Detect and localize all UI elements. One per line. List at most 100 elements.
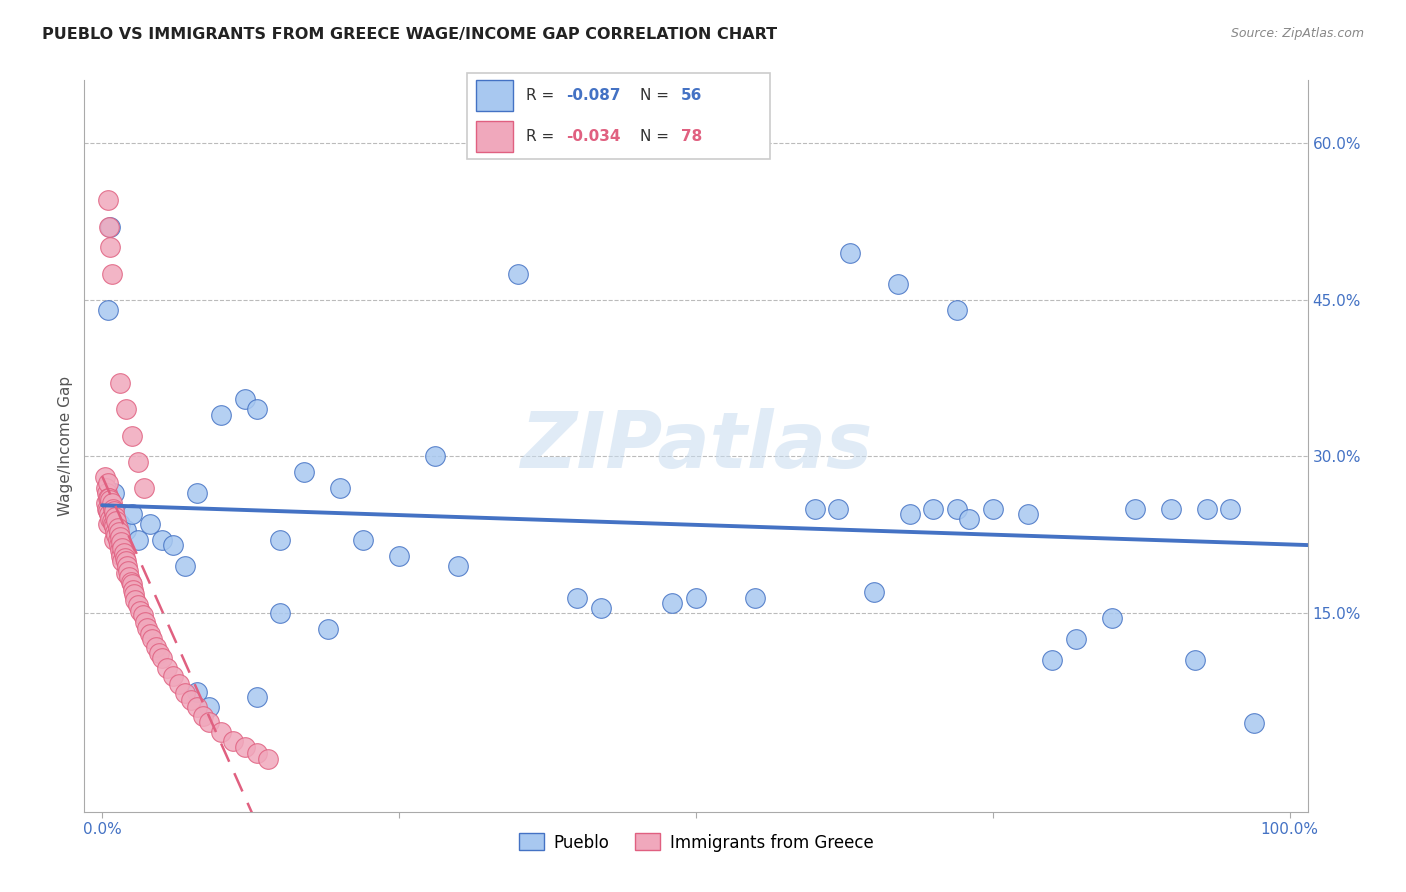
Point xyxy=(198,714,221,729)
Point xyxy=(898,507,921,521)
Point xyxy=(121,577,143,591)
Point xyxy=(1125,501,1147,516)
Point xyxy=(148,646,170,660)
Point xyxy=(186,700,208,714)
Text: R =: R = xyxy=(526,129,560,144)
Legend: Pueblo, Immigrants from Greece: Pueblo, Immigrants from Greece xyxy=(512,827,880,858)
Point xyxy=(352,533,374,547)
Point xyxy=(863,585,886,599)
Text: -0.034: -0.034 xyxy=(567,129,620,144)
Point xyxy=(97,517,120,532)
Point xyxy=(292,465,315,479)
Point xyxy=(827,501,849,516)
Point xyxy=(105,514,128,528)
Point xyxy=(145,640,167,654)
Point xyxy=(1160,501,1182,516)
Point xyxy=(1040,653,1063,667)
Point xyxy=(922,501,945,516)
Point xyxy=(124,592,146,607)
Point xyxy=(127,533,149,547)
Point xyxy=(115,523,138,537)
Point xyxy=(103,533,125,547)
Point xyxy=(186,684,208,698)
Point xyxy=(839,245,862,260)
Point xyxy=(97,475,120,490)
Point xyxy=(506,267,529,281)
Point xyxy=(108,543,131,558)
Point xyxy=(120,574,142,589)
Point xyxy=(191,708,214,723)
Point xyxy=(162,538,184,552)
Point xyxy=(138,517,160,532)
Point xyxy=(946,501,969,516)
Point xyxy=(100,219,122,234)
Point xyxy=(96,486,118,500)
Point xyxy=(150,533,173,547)
Point xyxy=(269,533,291,547)
Point xyxy=(174,685,197,699)
Text: N =: N = xyxy=(640,129,673,144)
Point xyxy=(744,591,766,605)
Point xyxy=(100,514,122,528)
Point xyxy=(233,739,256,754)
Point xyxy=(661,596,683,610)
Text: -0.087: -0.087 xyxy=(567,88,620,103)
Point xyxy=(269,606,291,620)
Point xyxy=(186,486,208,500)
Point xyxy=(115,566,138,581)
Point xyxy=(96,501,118,516)
Point xyxy=(136,621,159,635)
Point xyxy=(107,520,129,534)
Point xyxy=(104,524,127,539)
Point xyxy=(101,501,124,516)
Point xyxy=(100,493,122,508)
Point xyxy=(1101,611,1123,625)
Point xyxy=(117,565,139,579)
Point xyxy=(685,591,707,605)
Point xyxy=(110,549,132,563)
Point xyxy=(104,510,127,524)
Point xyxy=(329,481,352,495)
Point xyxy=(957,512,980,526)
Point xyxy=(138,627,160,641)
Point xyxy=(94,481,117,495)
Point xyxy=(111,554,134,568)
Point xyxy=(103,512,125,526)
Y-axis label: Wage/Income Gap: Wage/Income Gap xyxy=(58,376,73,516)
Point xyxy=(209,725,232,739)
Point xyxy=(316,622,339,636)
Point xyxy=(108,517,131,532)
Text: R =: R = xyxy=(526,88,560,103)
Text: 78: 78 xyxy=(681,129,702,144)
Point xyxy=(245,746,267,760)
Point xyxy=(115,402,138,417)
Point xyxy=(156,660,179,674)
Text: ZIPatlas: ZIPatlas xyxy=(520,408,872,484)
Point xyxy=(1184,653,1206,667)
Point xyxy=(122,583,145,598)
Point xyxy=(198,700,221,714)
Text: Source: ZipAtlas.com: Source: ZipAtlas.com xyxy=(1230,27,1364,40)
Point xyxy=(100,240,122,254)
Point xyxy=(100,512,122,526)
Point xyxy=(589,601,612,615)
Point xyxy=(132,481,155,495)
Point xyxy=(209,408,232,422)
Point xyxy=(121,507,143,521)
Point xyxy=(887,277,910,291)
Point xyxy=(115,559,138,574)
Point xyxy=(233,392,256,406)
Point xyxy=(245,402,267,417)
Point xyxy=(122,587,145,601)
Point xyxy=(162,669,184,683)
Point xyxy=(1243,715,1265,730)
Point xyxy=(129,604,152,618)
Point xyxy=(174,559,197,574)
Point xyxy=(103,486,125,500)
Text: PUEBLO VS IMMIGRANTS FROM GREECE WAGE/INCOME GAP CORRELATION CHART: PUEBLO VS IMMIGRANTS FROM GREECE WAGE/IN… xyxy=(42,27,778,42)
FancyBboxPatch shape xyxy=(477,80,513,111)
Point xyxy=(946,303,969,318)
Point xyxy=(97,501,120,516)
Point xyxy=(112,545,135,559)
Point xyxy=(803,501,825,516)
